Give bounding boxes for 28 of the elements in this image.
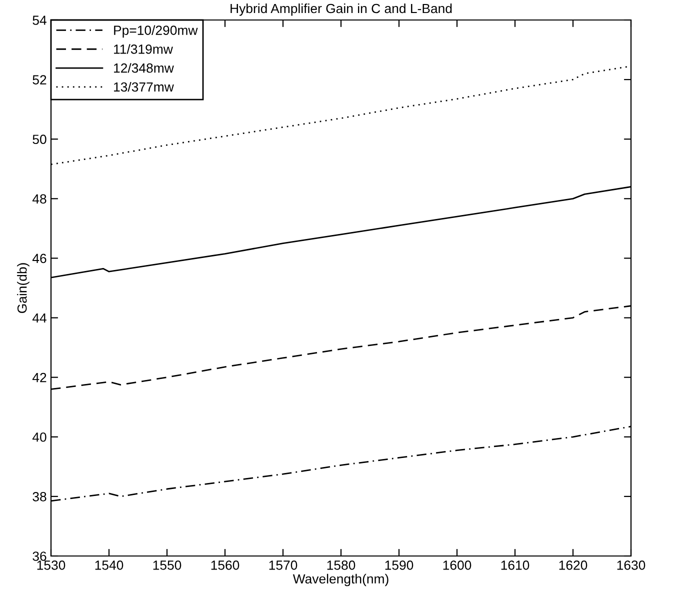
- legend-label: 13/377mw: [114, 82, 174, 92]
- x-tick-label: 1620: [559, 560, 588, 570]
- x-tick-label: 1550: [153, 560, 182, 570]
- y-tick-label: 50: [32, 134, 46, 144]
- x-tick-label: 1540: [95, 560, 124, 570]
- y-tick-label: 38: [32, 492, 46, 502]
- y-tick-label: 54: [32, 16, 46, 25]
- y-tick-label: 40: [32, 432, 46, 442]
- x-tick-label: 1580: [327, 560, 356, 570]
- x-tick-label: 1530: [37, 560, 66, 570]
- y-tick-label: 52: [32, 75, 46, 84]
- legend-label: 12/348mw: [114, 63, 174, 73]
- x-tick-label: 1590: [385, 560, 414, 570]
- x-tick-label: 1630: [617, 560, 646, 570]
- x-tick-label: 1600: [443, 560, 472, 570]
- chart-title: Hybrid Amplifier Gain in C and L-Band: [230, 3, 452, 16]
- x-tick-label: 1610: [501, 560, 530, 570]
- x-tick-label: 1570: [269, 560, 298, 570]
- x-axis-title: Wavelength(nm): [292, 574, 388, 586]
- y-axis-title: Gain(db): [17, 263, 30, 313]
- y-tick-label: 36: [32, 552, 46, 561]
- y-tick-label: 46: [32, 254, 46, 264]
- legend-label: 11/319mw: [114, 44, 173, 54]
- y-tick-label: 48: [32, 194, 46, 204]
- y-tick-label: 44: [32, 313, 46, 323]
- x-tick-label: 1560: [211, 560, 240, 570]
- y-tick-label: 42: [32, 372, 46, 382]
- legend-label: Pp=10/290mw: [114, 25, 198, 38]
